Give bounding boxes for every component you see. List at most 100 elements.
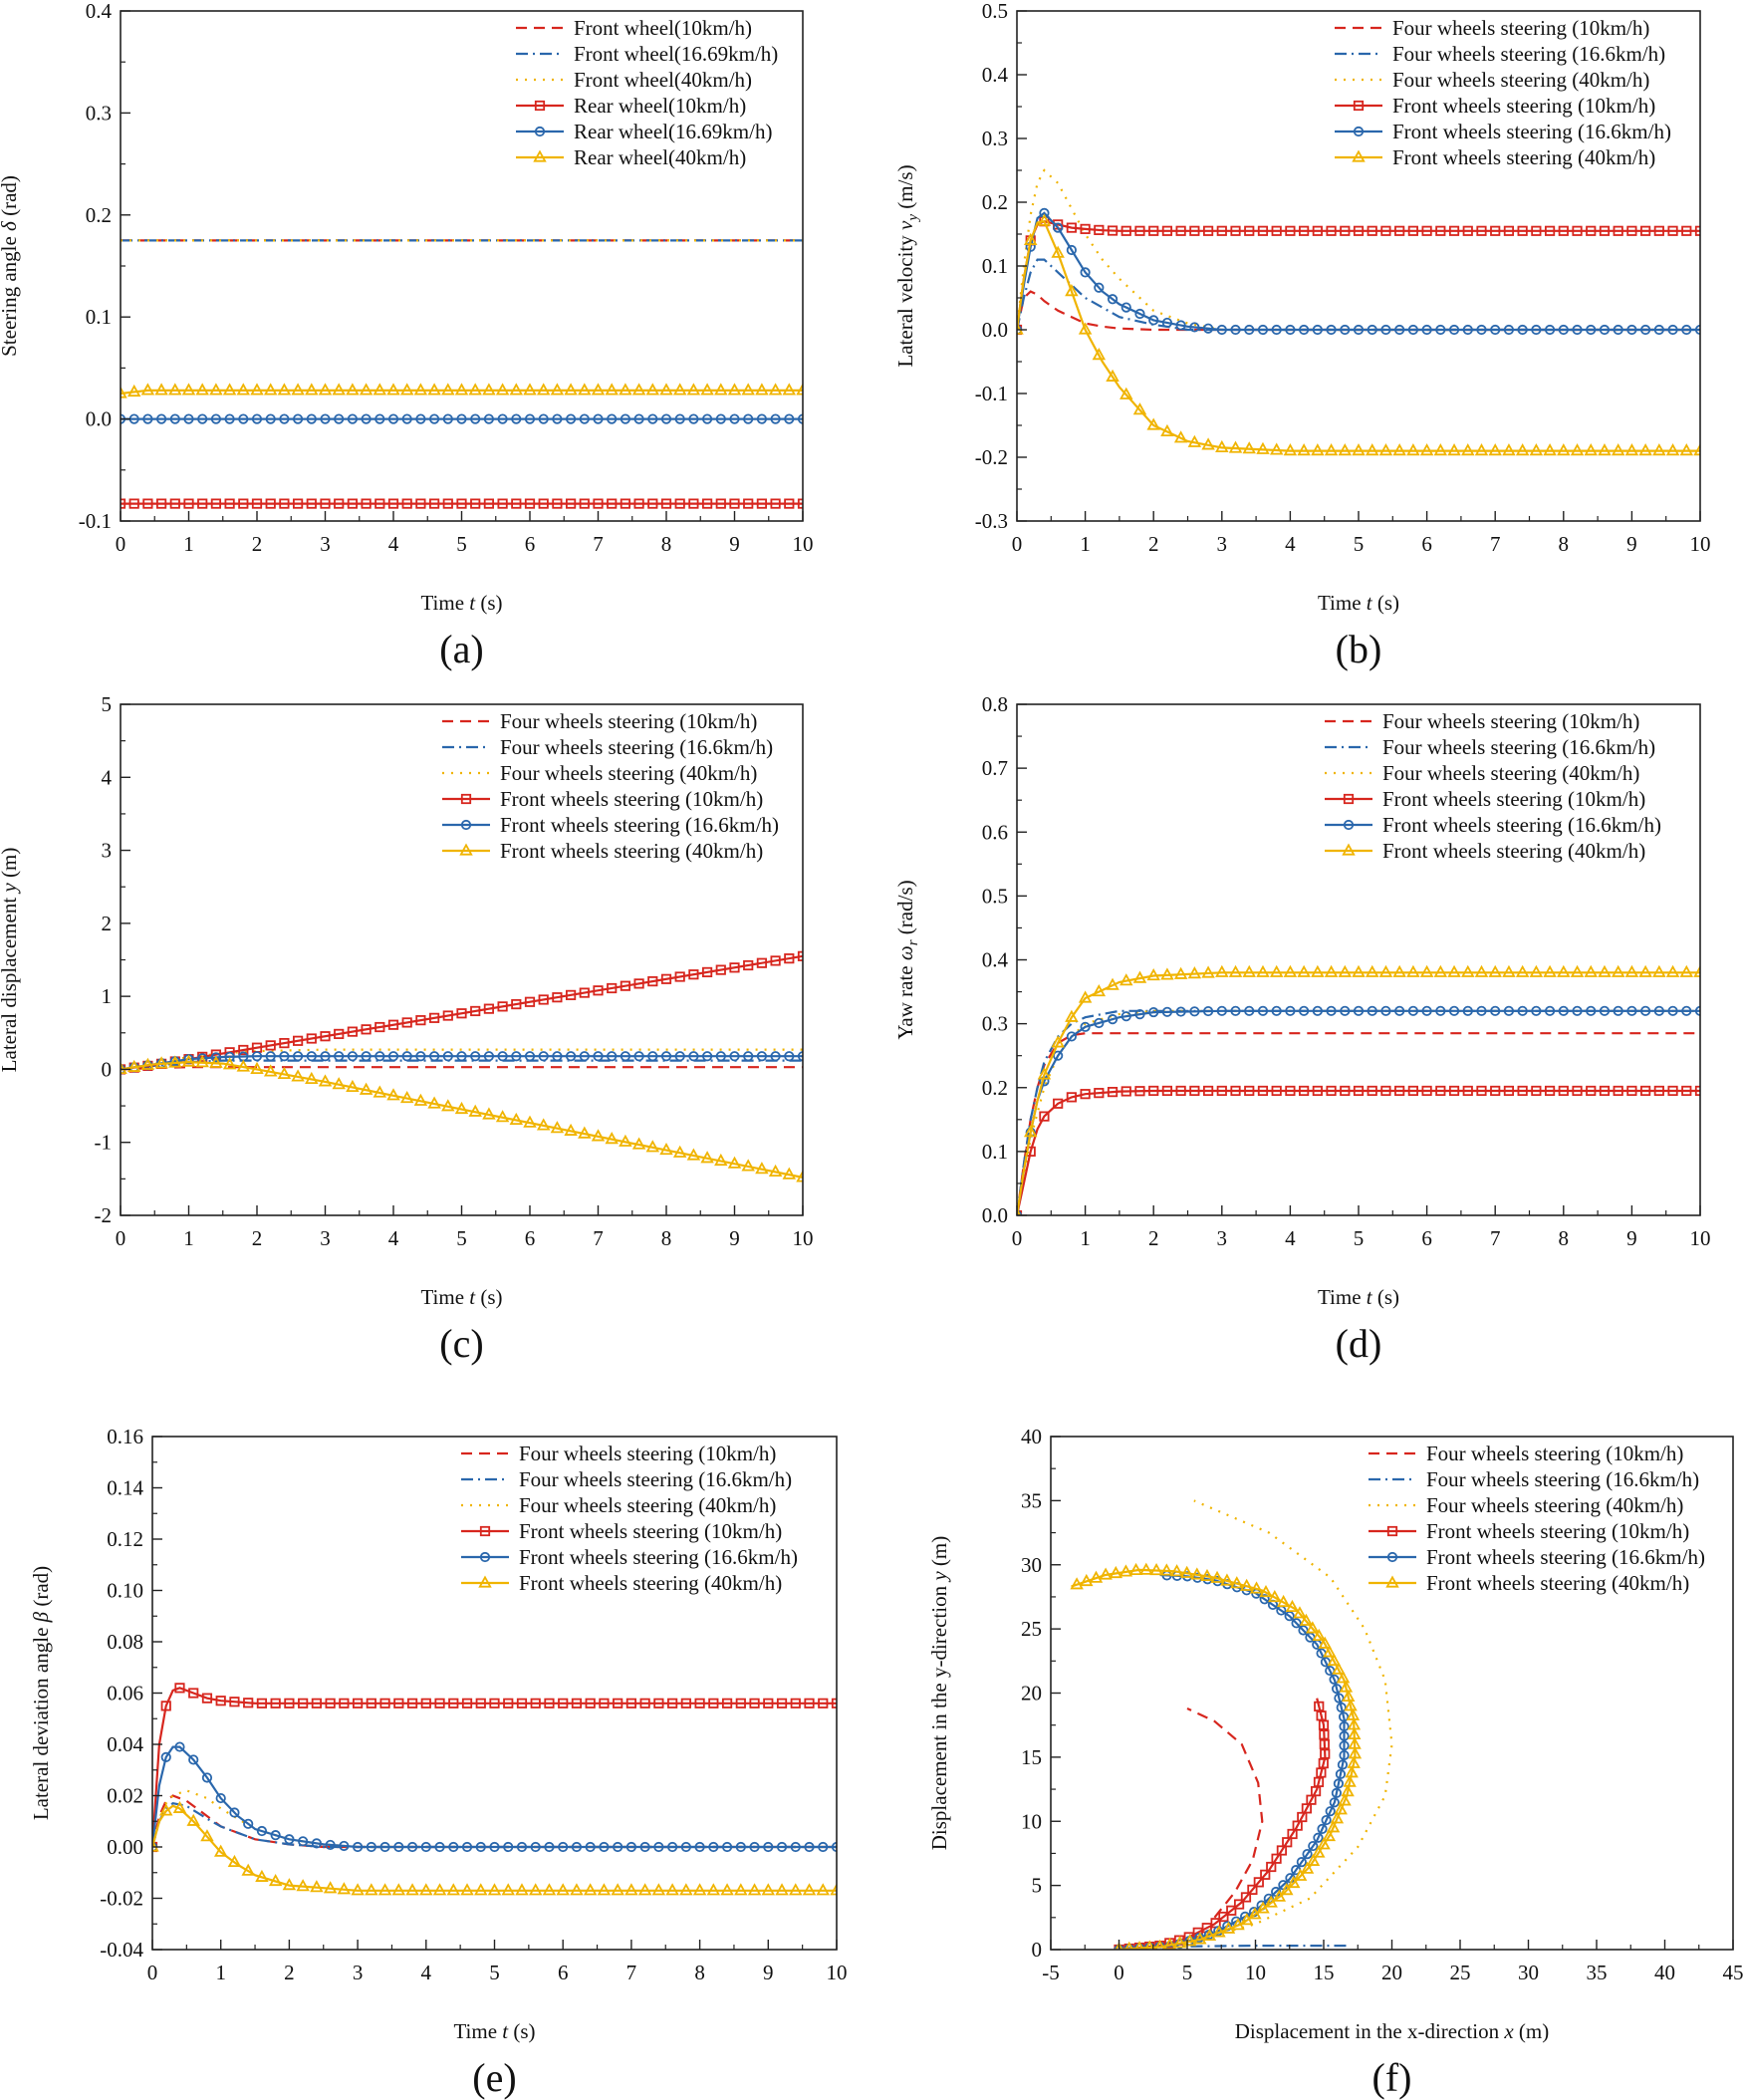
data-point-marker: [1665, 443, 1680, 456]
y-tick-label: 0.1: [982, 1140, 1008, 1164]
data-point-marker: [1202, 323, 1214, 334]
x-axis-label-part: (s): [508, 2019, 535, 2043]
data-point-marker: [1353, 324, 1365, 336]
data-point-marker: [1318, 1636, 1332, 1649]
data-point-marker: [784, 953, 795, 964]
data-point-marker: [1313, 1776, 1325, 1787]
data-point-marker: [1239, 1913, 1254, 1926]
data-point-marker: [454, 1101, 469, 1115]
data-point-marker: [284, 1698, 295, 1708]
data-point-marker: [784, 1051, 795, 1062]
data-point-marker: [1421, 324, 1432, 336]
x-tick-label: 2: [1148, 1226, 1159, 1250]
y-tick-label: 0: [1032, 1938, 1043, 1962]
legend: Four wheels steering (10km/h)Four wheels…: [1335, 16, 1671, 169]
data-point-marker: [373, 383, 387, 395]
data-point-marker: [593, 985, 604, 996]
x-tick-label: 7: [1490, 1226, 1501, 1250]
data-point-marker: [279, 413, 290, 424]
y-axis-label-part: β: [29, 1611, 53, 1623]
data-point-marker: [250, 383, 264, 395]
data-point-marker: [1216, 225, 1227, 236]
data-point-marker: [1352, 964, 1366, 977]
data-point-marker: [1078, 990, 1093, 1003]
data-point-marker: [1640, 1085, 1651, 1097]
legend-label: Front wheel(16.69km/h): [574, 42, 778, 66]
data-point-marker: [647, 1051, 658, 1062]
data-point-marker: [121, 386, 127, 398]
legend: Four wheels steering (10km/h)Four wheels…: [461, 1442, 798, 1595]
panel-caption: (b): [1336, 627, 1382, 671]
data-point-marker: [1212, 1925, 1226, 1938]
legend-marker-square: [460, 793, 472, 805]
y-axis-label-part: y: [927, 1571, 951, 1583]
data-point-marker: [702, 966, 713, 978]
data-point-marker: [1638, 443, 1652, 456]
data-point-marker: [1257, 1005, 1269, 1016]
y-tick-label: 0.4: [982, 948, 1009, 972]
data-point-marker: [694, 1841, 705, 1853]
data-point-marker: [347, 1026, 359, 1037]
data-point-marker: [1517, 225, 1528, 236]
data-point-marker: [1286, 1875, 1301, 1889]
data-point-marker: [1298, 1625, 1309, 1636]
y-tick-label: 0.7: [982, 756, 1008, 780]
data-point-marker: [818, 1841, 829, 1853]
data-point-marker: [474, 1883, 488, 1896]
data-point-marker: [784, 498, 795, 509]
data-point-marker: [1146, 967, 1160, 981]
series-line-1: [1017, 1009, 1700, 1215]
x-tick-label: 3: [320, 1226, 331, 1250]
data-point-marker: [536, 1118, 551, 1131]
data-point-marker: [605, 1132, 619, 1145]
data-point-marker: [1322, 1828, 1337, 1842]
data-point-marker: [639, 1841, 650, 1853]
legend-label: Four wheels steering (10km/h): [500, 709, 757, 733]
data-point-marker: [483, 413, 494, 424]
data-point-marker: [1394, 1085, 1405, 1097]
data-point-marker: [224, 1051, 235, 1062]
x-tick-label: 25: [1450, 1961, 1471, 1984]
data-point-marker: [1230, 1085, 1241, 1097]
x-axis-label-part: Displacement in the x-direction: [1235, 2019, 1505, 2043]
x-tick-label: 6: [558, 1961, 569, 1984]
data-point-marker: [1161, 225, 1173, 236]
data-point-marker: [393, 1698, 404, 1708]
data-point-marker: [1312, 1845, 1326, 1858]
data-point-marker: [679, 1883, 693, 1896]
data-point-marker: [497, 1001, 508, 1012]
y-tick-label: 40: [1021, 1425, 1042, 1448]
panel-caption: (e): [472, 2055, 516, 2100]
legend-label: Four wheels steering (10km/h): [1426, 1442, 1683, 1465]
data-point-marker: [1490, 225, 1501, 236]
data-point-marker: [776, 1698, 788, 1708]
data-point-marker: [1679, 443, 1694, 456]
data-point-marker: [1599, 225, 1611, 236]
series-group: [1017, 168, 1700, 456]
y-axis-label-part: (rad): [29, 1566, 53, 1612]
data-point-marker: [448, 1841, 459, 1853]
data-point-marker: [1407, 1005, 1418, 1016]
data-point-marker: [292, 413, 304, 424]
data-point-marker: [715, 964, 726, 975]
legend-label: Rear wheel(16.69km/h): [574, 120, 772, 143]
y-tick-label: 0.3: [982, 127, 1008, 150]
data-point-marker: [1320, 1748, 1331, 1759]
data-point-marker: [796, 1170, 803, 1182]
data-point-marker: [1339, 1720, 1350, 1732]
data-point-marker: [366, 1698, 376, 1708]
data-point-marker: [1325, 1806, 1336, 1817]
data-point-marker: [1490, 324, 1501, 336]
data-point-marker: [701, 1051, 713, 1062]
data-point-marker: [334, 498, 345, 509]
data-point-marker: [1120, 302, 1131, 313]
data-point-marker: [1340, 1085, 1351, 1097]
data-point-marker: [1244, 225, 1255, 236]
y-axis-label-part: (rad/s): [893, 880, 917, 939]
data-point-marker: [1461, 964, 1475, 977]
data-point-marker: [1543, 964, 1557, 977]
y-tick-label: 0.0: [982, 1203, 1008, 1227]
x-axis-label-part: Time: [1318, 591, 1367, 615]
data-point-marker: [1679, 964, 1694, 977]
data-point-marker: [637, 1883, 652, 1896]
